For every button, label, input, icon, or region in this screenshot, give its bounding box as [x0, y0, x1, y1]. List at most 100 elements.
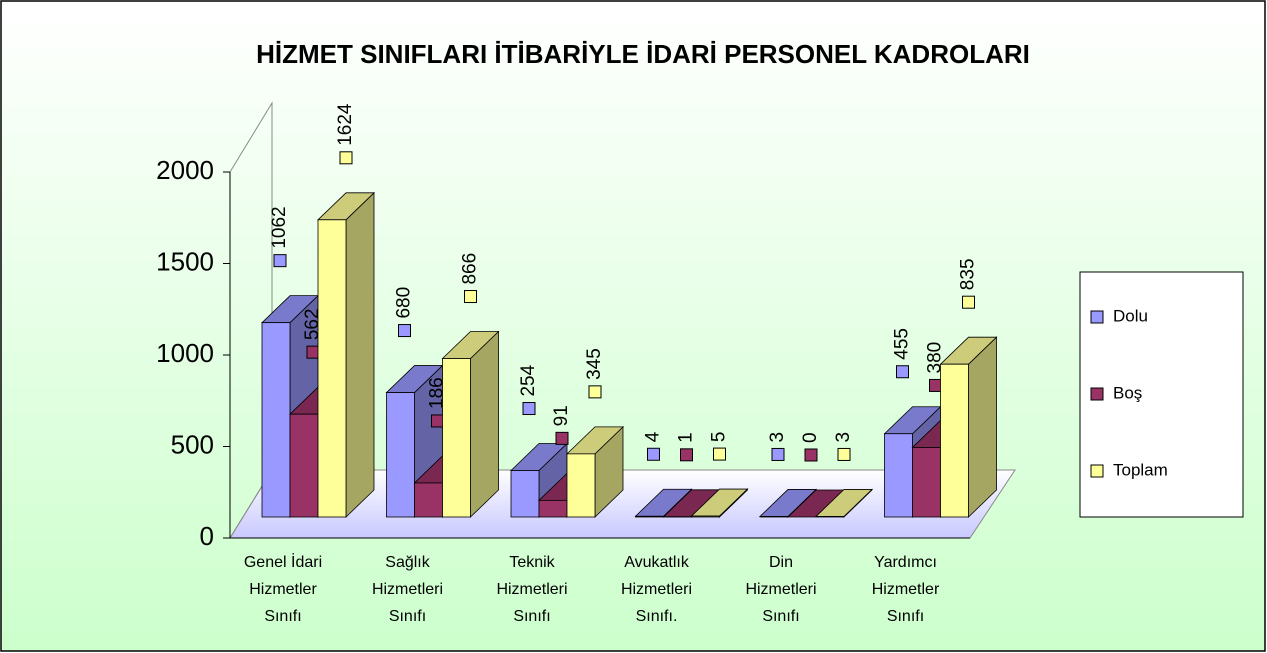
legend [1079, 271, 1244, 518]
x-tick-label: Sınıfı [389, 608, 426, 625]
data-label-marker [804, 448, 818, 462]
x-tick-label: Hizmetler [872, 581, 940, 598]
data-label: 1062 [269, 206, 290, 248]
data-label-marker [398, 324, 411, 338]
bar-top-shade [884, 406, 941, 434]
bar [261, 322, 291, 518]
legend-label: Boş [1113, 383, 1142, 402]
legend-swatch [1090, 310, 1104, 324]
bar [566, 453, 596, 518]
y-tick-label: 1500 [156, 246, 214, 276]
y-tick-label: 0 [200, 521, 214, 551]
data-label-marker [273, 254, 287, 268]
legend-swatch [1090, 387, 1104, 401]
data-label-marker [896, 365, 909, 379]
x-tick-label: Genel İdari [244, 552, 322, 571]
y-tick-label: 500 [171, 429, 214, 459]
bar-top-shade [816, 489, 872, 517]
bar [759, 516, 789, 518]
bar [538, 499, 568, 518]
x-tick-label: Sınıfı [264, 608, 301, 625]
side-wall [229, 101, 273, 539]
bar-side-shade [470, 331, 499, 517]
bar-top-shade [940, 337, 997, 365]
bar [386, 392, 415, 518]
bar-top-shade [318, 192, 374, 220]
bar-top-shade [760, 489, 816, 517]
data-label: 4 [643, 431, 664, 442]
data-label: 866 [460, 253, 481, 285]
x-tick-label: Din [769, 554, 793, 571]
bar [442, 358, 471, 518]
x-tick-label: Hizmetleri [496, 581, 567, 598]
data-label: 3 [767, 432, 788, 443]
x-tick-label: Hizmetler [249, 581, 317, 598]
bar-top-shade [635, 489, 692, 517]
bar-top-shade [691, 489, 748, 517]
bar [635, 515, 664, 518]
bar [691, 515, 720, 518]
data-label: 5 [709, 432, 730, 443]
bar-top-shade [262, 295, 318, 323]
data-label-marker [431, 414, 444, 428]
data-label-marker [647, 447, 660, 461]
x-tick-label: Hizmetleri [621, 581, 692, 598]
x-tick-label: Hizmetleri [745, 581, 816, 598]
bar [414, 482, 443, 518]
x-tick-label: Hizmetleri [372, 581, 443, 598]
data-label-marker [771, 447, 785, 461]
data-label-marker [588, 385, 602, 399]
legend-label: Toplam [1113, 460, 1168, 479]
data-label: 455 [892, 328, 913, 360]
data-label: 0 [800, 432, 821, 443]
data-label: 91 [551, 405, 572, 426]
data-label-marker [962, 295, 975, 309]
legend-swatch [1090, 464, 1104, 478]
data-label-marker [837, 447, 851, 461]
data-label: 3 [833, 432, 854, 443]
y-tick-label: 1000 [156, 338, 214, 368]
data-label: 1 [676, 432, 697, 443]
bar-side-shade [968, 337, 997, 517]
bar [940, 363, 969, 518]
bar-top-shade [663, 489, 720, 517]
data-label-marker [929, 378, 942, 392]
bar-top-shade [567, 426, 623, 454]
legend-label: Dolu [1113, 306, 1148, 325]
bar-top-shade [511, 443, 567, 471]
x-tick-label: Yardımcı [874, 554, 937, 571]
y-tick-label: 2000 [156, 155, 214, 185]
bar [510, 470, 540, 518]
data-label-marker [555, 431, 569, 445]
bar-side-shade [595, 426, 623, 517]
bar-top-shade [788, 490, 844, 517]
data-label-marker [464, 290, 477, 304]
bar [317, 219, 347, 518]
x-tick-label: Avukatlık [624, 554, 690, 571]
data-label: 835 [958, 258, 979, 290]
x-tick-label: Sınıfı [887, 608, 924, 625]
bar [289, 413, 319, 518]
x-tick-label: Sınıfı. [636, 608, 678, 625]
data-label: 680 [394, 287, 415, 319]
data-label-marker [522, 402, 536, 416]
bar-top-shade [386, 365, 443, 393]
bar [884, 433, 913, 518]
bar-top-shade [442, 331, 499, 359]
x-tick-label: Sınıfı [513, 608, 550, 625]
x-tick-label: Sınıfı [762, 608, 799, 625]
data-label: 254 [518, 364, 539, 396]
x-tick-label: Teknik [509, 554, 555, 571]
data-label-marker [713, 447, 726, 461]
bar-side-shade [346, 192, 374, 518]
data-label-marker [680, 448, 693, 462]
data-label: 345 [584, 348, 605, 380]
data-label: 1624 [335, 103, 356, 146]
x-tick-label: Sağlık [385, 554, 430, 571]
bar [815, 516, 845, 518]
bar [912, 447, 941, 518]
data-label-marker [339, 151, 353, 165]
chart-title: HİZMET SINIFLARI İTİBARİYLE İDARİ PERSON… [256, 39, 1030, 69]
